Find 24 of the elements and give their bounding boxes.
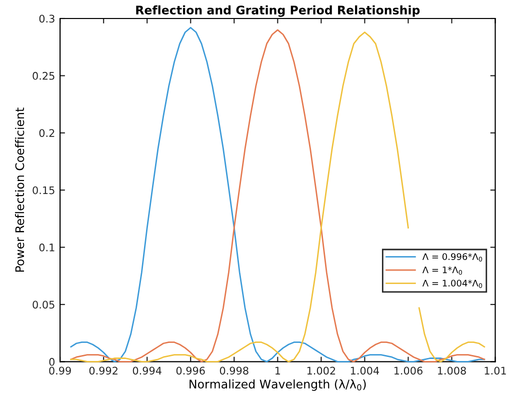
y-tick-label: 0.15 [32,186,54,194]
chart-title: Reflection and Grating Period Relationship [136,5,420,17]
legend-label: Λ = 1*Λ$_{0}$ [422,266,462,275]
y-tick-label: 0.1 [39,244,54,252]
x-tick-label: 0.99 [49,366,71,375]
x-tick-label: 0.994 [132,366,162,375]
x-tick-label: 1.002 [307,366,336,375]
x-tick-label: 1.006 [394,366,422,375]
legend-label: Λ = 1.004*Λ$_{0}$ [422,280,482,288]
x-axis-title: Normalized Wavelength (λ/λ$_{0}$) [190,379,366,391]
y-tick-label: 0 [49,358,55,366]
x-tick-label: 1.008 [438,366,466,375]
y-tick-label: 0.2 [39,129,54,137]
y-tick-label: 0.05 [32,300,54,309]
x-tick-label: 0.996 [176,366,205,375]
legend-label: Λ = 0.996*Λ$_{0}$ [422,253,482,262]
x-tick-label: 1.004 [350,366,380,375]
x-tick-label: 0.998 [220,366,248,375]
x-tick-label: 1.01 [484,366,506,375]
y-tick-label: 0.3 [39,14,54,23]
x-tick-label: 1 [275,366,280,374]
y-tick-label: 0.25 [32,72,54,80]
y-axis-title: Power Reflection Coefficient [15,108,24,272]
x-tick-label: 0.992 [89,366,118,375]
